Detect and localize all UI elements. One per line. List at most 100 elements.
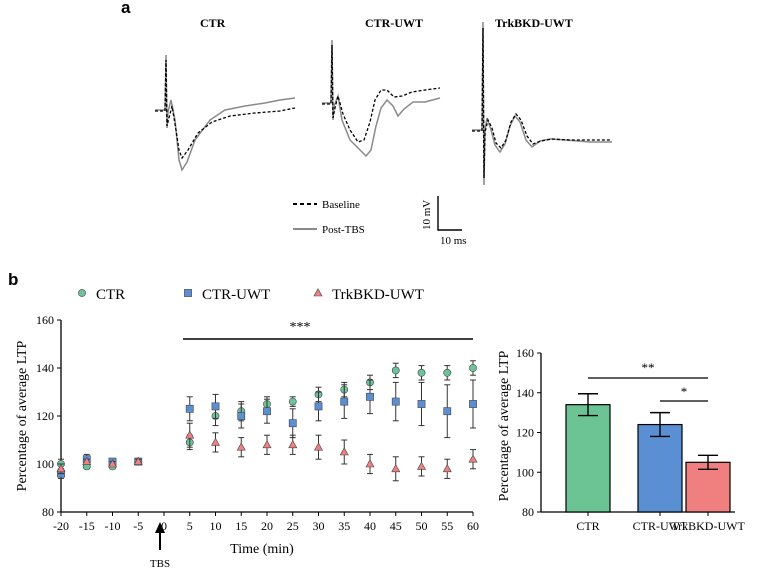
scale-voltage-label: 10 mV (421, 200, 433, 230)
point-ctr (443, 368, 452, 377)
x-tick-label: 15 (235, 519, 247, 533)
x-tick-label: -20 (53, 519, 69, 533)
point-ctr-uwt (366, 392, 374, 401)
point-trkbkd-uwt (288, 439, 298, 449)
time-chart-legend: CTR CTR-UWT TrkBKD-UWT (78, 287, 424, 303)
bar-y-tick-label: 140 (516, 386, 534, 400)
point-ctr (469, 364, 477, 372)
trace-ctr-baseline (155, 59, 296, 160)
point-ctr-uwt (314, 402, 323, 411)
x-tick-label: 40 (364, 519, 376, 533)
sig-label-uwt-vs-trkbkd: * (681, 384, 688, 399)
point-trkbkd-uwt (365, 459, 375, 468)
sig-label-ctr-vs-trkbkd: ** (642, 360, 655, 375)
bar-x-tick-label: CTR (576, 519, 599, 533)
x-tick-label: 30 (313, 519, 325, 533)
point-ctr-uwt (263, 407, 271, 416)
point-trkbkd-uwt (313, 442, 324, 451)
x-tick-label: 25 (287, 519, 299, 533)
point-trkbkd-uwt (468, 454, 478, 463)
x-tick-label: 55 (441, 519, 453, 533)
time-chart-axes: 80 100 120 140 160 -20 -15 -10 -5 0 5 10 15 20 25 30 35 4… (36, 313, 479, 533)
point-ctr-uwt (443, 407, 452, 416)
tbs-arrow (155, 522, 165, 550)
point-ctr (417, 368, 426, 377)
time-chart-points (56, 360, 478, 482)
point-ctr-uwt (288, 419, 297, 428)
point-trkbkd-uwt (107, 459, 118, 468)
y-tick-label: 120 (36, 409, 54, 423)
point-trkbkd-uwt (339, 447, 349, 456)
legend-label-trkbkd-uwt: TrkBKD-UWT (332, 287, 424, 303)
point-trkbkd-uwt (210, 437, 221, 446)
y-tick-label: 80 (42, 505, 54, 519)
bar-x-tick-label: CTR-UWT (633, 519, 688, 533)
point-ctr-uwt (391, 397, 400, 406)
bar-y-tick-label: 100 (516, 465, 534, 479)
point-trkbkd-uwt (236, 442, 246, 451)
trace-trkbkd-baseline (472, 27, 612, 179)
bar-ctr-uwt (637, 423, 683, 513)
trace-ctr-uwt-baseline (322, 44, 441, 143)
trace-legend: Baseline Post-TBS (293, 199, 365, 236)
x-tick-label: -5 (133, 519, 143, 533)
point-trkbkd-uwt (442, 463, 452, 473)
y-tick-label: 160 (36, 313, 54, 327)
x-tick-label: 60 (467, 519, 479, 533)
point-trkbkd-uwt (185, 430, 195, 439)
x-tick-label: 20 (261, 519, 273, 533)
panel-label-b: b (8, 270, 19, 289)
trace-title-ctr: CTR (200, 16, 226, 30)
bar-y-tick-label: 160 (516, 346, 534, 360)
scale-bar: 10 mV 10 ms (421, 196, 467, 247)
legend-marker-trkbkd-uwt (313, 288, 323, 297)
legend-label-ctr-uwt: CTR-UWT (202, 287, 270, 303)
bar-y-tick-label: 80 (522, 505, 534, 519)
scale-time-label: 10 ms (440, 235, 467, 247)
point-trkbkd-uwt (391, 463, 401, 473)
point-ctr-uwt (211, 402, 220, 411)
legend-label-ctr: CTR (96, 287, 125, 303)
point-ctr-uwt (237, 412, 246, 420)
point-ctr-uwt (417, 400, 426, 408)
tbs-label: TBS (150, 558, 170, 570)
point-trkbkd-uwt (262, 439, 272, 449)
y-tick-label: 140 (36, 361, 54, 375)
trace-title-trkbkd-uwt: TrkBKD-UWT (495, 16, 573, 30)
x-tick-label: -15 (79, 519, 95, 533)
trace-ctr (155, 54, 296, 172)
point-ctr-uwt (469, 400, 477, 408)
bar-x-tick-label: TrkBKD-UWT (671, 519, 745, 533)
bar-chart-ylabel: Percentage of average LTP (497, 350, 512, 501)
point-ctr (391, 366, 400, 375)
x-tick-label: 0 (161, 519, 167, 533)
point-ctr (288, 397, 297, 406)
point-trkbkd-uwt (416, 461, 427, 470)
x-tick-label: 5 (187, 519, 193, 533)
point-trkbkd-uwt (56, 463, 66, 473)
panel-label-a: a (121, 0, 131, 17)
x-tick-label: 50 (416, 519, 428, 533)
trace-ctr-uwt (322, 39, 441, 158)
bar-trkbkd-uwt (685, 461, 731, 513)
traces-panel: Baseline Post-TBS 10 mV 10 ms (155, 21, 612, 247)
legend-post-label: Post-TBS (322, 224, 365, 236)
point-trkbkd-uwt (133, 456, 143, 465)
legend-marker-ctr-uwt (184, 289, 192, 297)
x-tick-label: 45 (390, 519, 402, 533)
trace-trkbkd-uwt (472, 21, 612, 186)
legend-marker-ctr (78, 289, 86, 297)
trace-title-ctr-uwt: CTR-UWT (365, 16, 424, 30)
time-chart-ylabel: Percentage of average LTP (15, 340, 30, 491)
point-ctr-uwt (340, 397, 349, 406)
x-tick-label: 10 (210, 519, 222, 533)
trace-ctr-post (155, 54, 296, 172)
y-tick-label: 100 (36, 457, 54, 471)
time-chart-xlabel: Time (min) (230, 542, 294, 557)
legend-baseline-label: Baseline (322, 199, 360, 211)
x-tick-label: 35 (338, 519, 350, 533)
bar-y-tick-label: 120 (516, 426, 534, 440)
